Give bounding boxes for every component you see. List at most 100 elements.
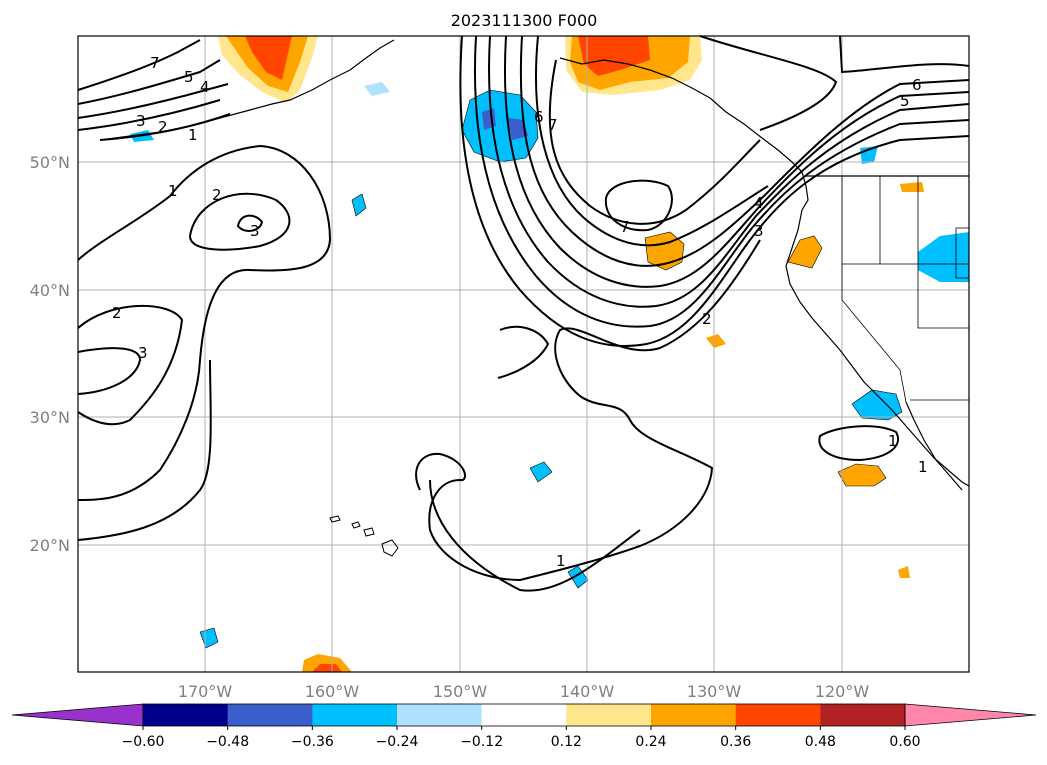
island — [351, 521, 361, 529]
contour-line — [699, 35, 838, 131]
lon-label: 150°W — [433, 682, 488, 701]
fill-cool — [351, 193, 367, 217]
lon-label: 140°W — [560, 682, 615, 701]
contour-line — [77, 99, 221, 131]
colorbar-tick-label: 0.24 — [635, 734, 666, 750]
contour-line — [429, 479, 641, 592]
contour-label-group: 7 5 4 3 2 1 1 2 3 2 3 6 7 7 6 5 4 3 2 1 … — [112, 54, 928, 570]
fill-cool — [364, 82, 390, 96]
fill-warm — [706, 334, 726, 348]
colorbar-bin — [312, 704, 398, 726]
contour-line — [535, 35, 769, 247]
colorbar-tick-label: −0.60 — [122, 734, 165, 750]
colorbar-tick-label: −0.36 — [291, 734, 334, 750]
colorbar: −0.60 −0.48 −0.36 −0.24 −0.12 0.12 0.24 0.36 0.4… — [11, 703, 1037, 750]
colorbar-bin — [735, 704, 821, 726]
contour-label: 3 — [138, 344, 148, 362]
contour-label: 3 — [250, 222, 260, 240]
island — [329, 515, 341, 523]
contour-label: 7 — [620, 218, 630, 236]
contour-label: 4 — [754, 194, 764, 212]
colorbar-bins — [143, 704, 906, 726]
hawaii-islands — [329, 515, 399, 557]
contour-line — [548, 59, 761, 225]
contour-line — [236, 214, 264, 232]
contour-line — [473, 35, 970, 328]
contour-line — [77, 347, 142, 395]
contour-line — [415, 239, 761, 582]
fill-warm — [578, 36, 650, 76]
contour-line — [503, 35, 970, 288]
contour-label: 5 — [900, 92, 910, 110]
contour-line — [604, 179, 673, 232]
map-panel: 7 5 4 3 2 1 1 2 3 2 3 6 7 7 6 5 4 3 2 1 … — [77, 35, 970, 673]
contour-line — [77, 59, 221, 105]
colorbar-frame — [142, 703, 906, 727]
contour-label: 2 — [212, 186, 222, 204]
colorbar-tick-label: −0.12 — [460, 734, 503, 750]
contour-line — [77, 304, 184, 426]
fill-warm — [302, 654, 352, 672]
colorbar-bin — [227, 704, 313, 726]
lon-label: 160°W — [305, 682, 360, 701]
contour-line — [77, 359, 212, 541]
state-border — [917, 176, 969, 329]
contour-line — [488, 35, 970, 308]
contour-line — [818, 425, 899, 462]
contour-label: 4 — [200, 78, 210, 96]
lon-labels: 170°W 160°W 150°W 140°W 130°W 120°W — [178, 682, 870, 701]
colorbar-tick-label: −0.24 — [376, 734, 419, 750]
fill-warm — [312, 664, 342, 672]
lat-labels: 50°N 40°N 30°N 20°N — [30, 153, 70, 555]
contour-label: 1 — [918, 458, 928, 476]
contour-line — [188, 192, 291, 251]
fill-warm — [837, 463, 887, 487]
contour-label: 7 — [548, 116, 558, 134]
fill-warm — [245, 36, 292, 80]
colorbar-ticks: −0.60 −0.48 −0.36 −0.24 −0.12 0.12 0.24 0.36 0.4… — [122, 726, 921, 750]
colorbar-tick-label: 0.12 — [551, 734, 582, 750]
colorbar-tick-label: −0.48 — [206, 734, 249, 750]
fill-cool — [482, 108, 496, 130]
colorbar-bin — [566, 704, 652, 726]
contour-line — [839, 35, 970, 74]
contour-line — [77, 144, 332, 501]
colorbar-over-triangle — [904, 703, 1037, 727]
colorbar-bin — [481, 704, 567, 726]
contour-line — [99, 113, 231, 141]
fill-warm — [898, 566, 910, 578]
contour-label: 7 — [150, 54, 160, 72]
fill-cool — [529, 461, 553, 483]
lon-label: 170°W — [178, 682, 233, 701]
contour-label: 2 — [112, 304, 122, 322]
lat-label: 20°N — [30, 536, 70, 555]
lat-label: 30°N — [30, 408, 70, 427]
contour-label: 2 — [158, 118, 168, 136]
map-title: 2023111300 F000 — [451, 11, 598, 30]
contour-label: 3 — [136, 112, 146, 130]
contours — [77, 35, 970, 592]
us-west-coast — [785, 209, 970, 487]
lat-label: 50°N — [30, 153, 70, 172]
colorbar-tick-label: 0.48 — [805, 734, 836, 750]
lon-label: 130°W — [687, 682, 742, 701]
fill-cool — [567, 565, 589, 589]
colorbar-bin — [143, 704, 229, 726]
map-frame — [77, 35, 970, 673]
contour-label: 1 — [168, 182, 178, 200]
colorbar-tick-label: 0.60 — [889, 734, 920, 750]
contour-label: 1 — [888, 432, 898, 450]
contour-line — [77, 39, 201, 91]
colorbar-bin — [397, 704, 483, 726]
contour-line — [519, 35, 970, 267]
colorbar-bin — [820, 704, 906, 726]
state-border — [841, 264, 907, 403]
contour-line — [77, 83, 229, 119]
contour-label: 3 — [754, 222, 764, 240]
baja-coast — [905, 401, 963, 491]
fill-warm — [787, 235, 823, 269]
island — [381, 539, 399, 557]
contour-label: 2 — [702, 310, 712, 328]
colorbar-bin — [651, 704, 737, 726]
